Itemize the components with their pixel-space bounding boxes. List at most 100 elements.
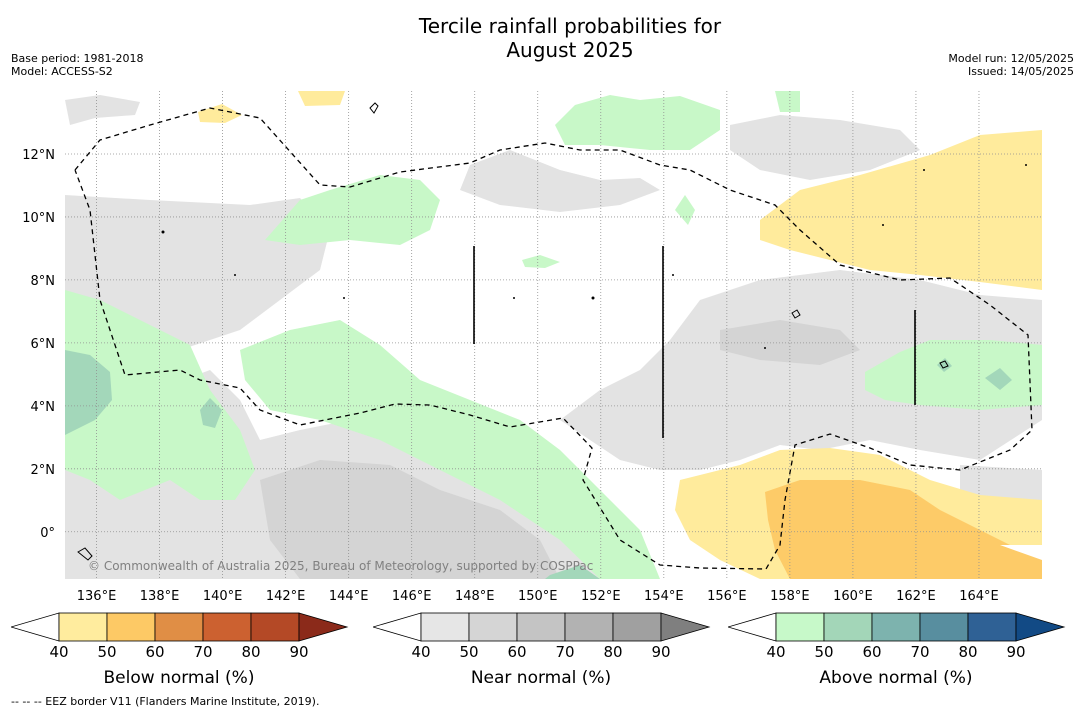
- colorbar-min-extend: [728, 612, 777, 642]
- island-west-papua: [77, 547, 93, 561]
- atoll-dot: [343, 297, 345, 299]
- colorbar-segment: [106, 612, 156, 642]
- below-normal-region-northeast: [760, 130, 1042, 290]
- above-normal-50-east: [985, 368, 1012, 390]
- colorbar-segment: [468, 612, 518, 642]
- colorbar-tick-label: 50: [97, 643, 117, 661]
- island-kosrae: [939, 360, 949, 369]
- below-normal-region-top-2: [198, 104, 242, 123]
- issued-date: Issued: 14/05/2025: [967, 65, 1074, 78]
- above-normal-50-small: [200, 398, 222, 428]
- colorbar-above: [728, 612, 1066, 642]
- copyright-text: © Commonwealth of Australia 2025, Bureau…: [88, 559, 593, 573]
- colorbar-tick-label: 50: [459, 643, 479, 661]
- atoll-dots: [161, 164, 1027, 349]
- lon-tick-label: 160°E: [833, 589, 873, 604]
- near-normal-region-west: [65, 195, 330, 350]
- white-gap-1: [610, 200, 655, 225]
- above-normal-region-small-2: [522, 255, 560, 268]
- colorbar-tick-label: 60: [862, 643, 882, 661]
- colorbar-segment: [564, 612, 614, 642]
- lon-tick-label: 148°E: [455, 589, 495, 604]
- colorbar-tick-label: 70: [910, 643, 930, 661]
- colorbar-segment: [919, 612, 969, 642]
- model-name: Model: ACCESS-S2: [11, 65, 113, 78]
- colorbar-label: Near normal (%): [470, 668, 612, 688]
- maritime-boundaries: [473, 246, 916, 438]
- axis-tick-labels: 136°E 138°E 140°E 142°E 144°E 146°E 148°E 150°E…: [22, 148, 999, 604]
- eez-border-palau-fsm: [74, 107, 1033, 570]
- atoll-dot: [591, 296, 595, 300]
- lat-tick-label: 0°: [40, 526, 55, 541]
- lon-tick-label: 152°E: [581, 589, 621, 604]
- colorbar-tick-label: 40: [49, 643, 69, 661]
- colorbar-tick-label: 60: [507, 643, 527, 661]
- colorbar-tick-label: 80: [241, 643, 261, 661]
- above-normal-region-west: [65, 290, 255, 500]
- lon-tick-label: 156°E: [707, 589, 747, 604]
- lat-tick-label: 2°N: [31, 463, 56, 478]
- lat-tick-label: 4°N: [31, 400, 56, 415]
- lon-tick-label: 138°E: [140, 589, 180, 604]
- model-run: Model run: 12/05/2025: [948, 52, 1074, 65]
- above-normal-region-small: [675, 195, 695, 225]
- meta-right: Model run: 12/05/2025 Issued: 14/05/2025: [948, 52, 1074, 78]
- lon-tick-label: 144°E: [329, 589, 369, 604]
- near-normal-region-northeast: [730, 115, 920, 180]
- colorbar-segment: [823, 612, 873, 642]
- lon-tick-label: 164°E: [959, 589, 999, 604]
- lat-tick-label: 6°N: [31, 337, 56, 352]
- atoll-dot: [672, 274, 674, 276]
- lat-tick-label: 8°N: [31, 274, 56, 289]
- atoll-dot: [923, 169, 925, 171]
- meta-left: Base period: 1981-2018 Model: ACCESS-S2: [11, 52, 143, 78]
- above-normal-50-south: [545, 565, 600, 579]
- atoll-dot: [764, 347, 766, 349]
- near-normal-region-north: [460, 150, 660, 212]
- atoll-dot: [882, 224, 884, 226]
- footer-note: -- -- -- EEZ border V11 (Flanders Marine…: [11, 695, 320, 708]
- above-normal-region-east: [865, 340, 1042, 410]
- colorbar-segment: [967, 612, 1017, 642]
- title-line-1: Tercile rainfall probabilities for: [418, 14, 722, 38]
- above-normal-region-north: [555, 95, 720, 150]
- atoll-dot: [234, 274, 236, 276]
- lon-tick-label: 142°E: [266, 589, 306, 604]
- lon-tick-label: 158°E: [770, 589, 810, 604]
- below-normal-50-southeast: [765, 480, 1042, 579]
- colorbar-label: Above normal (%): [819, 668, 973, 688]
- colorbar-tick-label: 80: [958, 643, 978, 661]
- lon-tick-label: 146°E: [392, 589, 432, 604]
- colorbar-tick-label: 80: [603, 643, 623, 661]
- colorbar-max-extend: [660, 612, 711, 642]
- colorbar-tick-label: 90: [289, 643, 309, 661]
- colorbar-tick-label: 70: [555, 643, 575, 661]
- colorbar-segment: [516, 612, 566, 642]
- colorbar-min-extend: [11, 612, 60, 642]
- colorbar-segment: [58, 612, 108, 642]
- above-normal-50-west: [65, 350, 112, 435]
- colorbar-tick-label: 60: [145, 643, 165, 661]
- above-normal-region-north-2: [775, 91, 800, 112]
- lon-tick-label: 162°E: [896, 589, 936, 604]
- colorbar-max-extend: [1015, 612, 1066, 642]
- lat-tick-label: 10°N: [22, 211, 55, 226]
- near-normal-region-central: [560, 270, 1042, 470]
- island-guam: [369, 102, 379, 114]
- atoll-dot: [513, 297, 515, 299]
- above-normal-50-east-2: [937, 358, 952, 372]
- lat-tick-label: 12°N: [22, 148, 55, 163]
- lon-tick-label: 154°E: [644, 589, 684, 604]
- colorbar-near: [373, 612, 711, 642]
- colorbar-tick-label: 40: [766, 643, 786, 661]
- colorbar-segment: [871, 612, 921, 642]
- lon-tick-label: 150°E: [518, 589, 558, 604]
- below-normal-region-top: [298, 91, 345, 106]
- title-line-2: August 2025: [506, 38, 634, 62]
- lon-tick-label: 136°E: [77, 589, 117, 604]
- colorbar-tick-label: 40: [411, 643, 431, 661]
- eez-borders: [74, 107, 1033, 570]
- base-period: Base period: 1981-2018: [11, 52, 144, 65]
- colorbar-tick-label: 50: [814, 643, 834, 661]
- above-normal-region-north-strip: [265, 175, 440, 245]
